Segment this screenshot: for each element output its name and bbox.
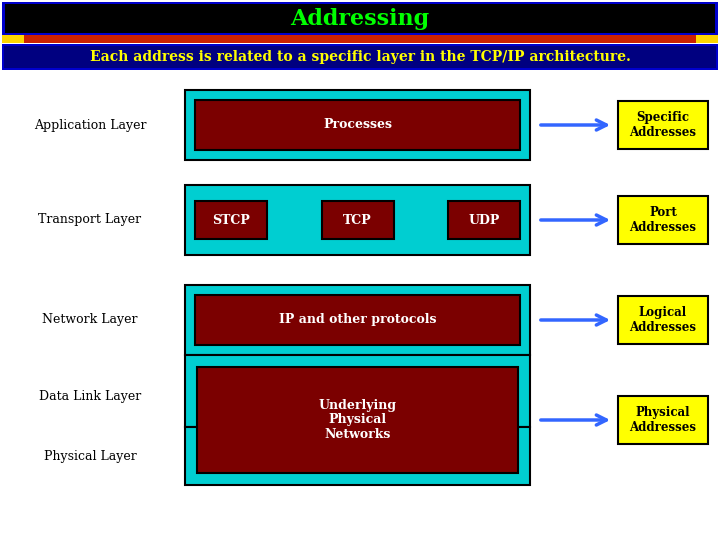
Bar xyxy=(185,285,530,355)
Text: Processes: Processes xyxy=(323,118,392,132)
Bar xyxy=(195,100,520,150)
Bar xyxy=(696,35,718,43)
Bar xyxy=(448,201,520,239)
Text: UDP: UDP xyxy=(468,213,500,226)
Bar xyxy=(185,90,530,160)
Bar xyxy=(618,396,708,444)
Text: STCP: STCP xyxy=(212,213,250,226)
Bar xyxy=(618,101,708,149)
Text: Underlying
Physical
Networks: Underlying Physical Networks xyxy=(318,399,397,442)
Text: Transport Layer: Transport Layer xyxy=(38,213,142,226)
Text: TCP: TCP xyxy=(343,213,372,226)
Bar xyxy=(5,4,715,33)
Bar xyxy=(2,44,718,70)
Text: Addressing: Addressing xyxy=(290,8,430,30)
Bar xyxy=(195,201,267,239)
Bar xyxy=(2,35,24,43)
Text: Physical Layer: Physical Layer xyxy=(44,450,136,463)
Bar xyxy=(185,427,530,485)
Bar xyxy=(2,2,718,35)
Text: Application Layer: Application Layer xyxy=(34,118,146,132)
Bar xyxy=(322,201,394,239)
Text: Specific
Addresses: Specific Addresses xyxy=(629,111,696,139)
Bar xyxy=(195,295,520,345)
Text: Network Layer: Network Layer xyxy=(42,314,138,327)
Bar xyxy=(4,46,716,68)
Text: Physical
Addresses: Physical Addresses xyxy=(629,406,696,434)
Text: Data Link Layer: Data Link Layer xyxy=(39,390,141,403)
Text: IP and other protocols: IP and other protocols xyxy=(279,314,436,327)
Text: Logical
Addresses: Logical Addresses xyxy=(629,306,696,334)
Bar xyxy=(618,196,708,244)
Bar xyxy=(618,296,708,344)
Bar xyxy=(185,185,530,255)
Text: Each address is related to a specific layer in the TCP/IP architecture.: Each address is related to a specific la… xyxy=(89,50,631,64)
Bar xyxy=(185,355,530,427)
Bar xyxy=(24,35,696,43)
Bar xyxy=(197,367,518,473)
Text: Port
Addresses: Port Addresses xyxy=(629,206,696,234)
